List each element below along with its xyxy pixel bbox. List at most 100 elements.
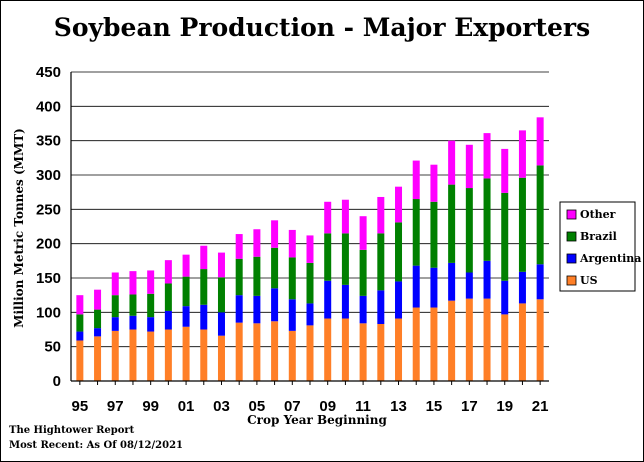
- bar-segment-brazil-17: [465, 188, 473, 273]
- x-tick-label-11: 11: [355, 398, 371, 415]
- bar-segment-us-04: [235, 322, 243, 381]
- bar-segment-argentina-97: [111, 317, 119, 331]
- bar-segment-brazil-18: [483, 178, 491, 261]
- bar-segment-argentina-96: [94, 328, 102, 337]
- bar-segment-argentina-07: [288, 299, 296, 331]
- legend: Other Brazil Argentina US: [559, 201, 641, 292]
- bar-segment-other-09: [324, 201, 332, 234]
- bar-segment-argentina-00: [164, 310, 172, 330]
- bar-segment-other-97: [111, 272, 119, 296]
- footer-most-recent: Most Recent: As Of 08/12/2021: [9, 440, 183, 451]
- x-tick-label-07: 07: [284, 398, 301, 415]
- y-tick-label: 350: [36, 133, 61, 150]
- x-tick-label-09: 09: [319, 398, 336, 415]
- bar-segment-other-14: [412, 160, 420, 200]
- y-tick-label: 450: [36, 64, 61, 81]
- y-axis-label: Million Metric Tonnes (MMT): [12, 128, 26, 328]
- bar-segment-argentina-99: [147, 317, 155, 332]
- bar-segment-us-18: [483, 298, 491, 381]
- y-tick-label: 400: [36, 98, 61, 115]
- bar-segment-argentina-10: [341, 284, 349, 319]
- bar-segment-us-17: [465, 298, 473, 381]
- x-tick-label-21: 21: [532, 398, 549, 415]
- bar-segment-brazil-10: [341, 233, 349, 285]
- bar-segment-argentina-13: [395, 281, 403, 319]
- bar-segment-us-95: [76, 340, 84, 381]
- bar-segment-us-07: [288, 330, 296, 381]
- x-tick-label-95: 95: [72, 398, 89, 415]
- bar-segment-argentina-21: [536, 264, 544, 300]
- bar-segment-argentina-03: [217, 312, 225, 336]
- bar-segment-brazil-07: [288, 257, 296, 300]
- bar-segment-us-08: [306, 325, 314, 381]
- bar-segment-argentina-15: [430, 267, 438, 308]
- bar-segment-argentina-18: [483, 260, 491, 299]
- bar-segment-argentina-01: [182, 306, 190, 327]
- x-tick-label-97: 97: [107, 398, 124, 415]
- bar-segment-us-00: [164, 329, 172, 381]
- bar-segment-argentina-14: [412, 265, 420, 308]
- bar-segment-us-96: [94, 336, 102, 381]
- bar-segment-other-05: [253, 229, 261, 257]
- x-tick-label-99: 99: [142, 398, 159, 415]
- bar-segment-brazil-15: [430, 201, 438, 268]
- bar-segment-argentina-04: [235, 295, 243, 323]
- y-tick-label: 300: [36, 167, 61, 184]
- bar-segment-argentina-20: [518, 271, 526, 304]
- bar-segment-us-09: [324, 318, 332, 381]
- bar-segment-brazil-06: [271, 247, 279, 289]
- bar-segment-brazil-01: [182, 276, 190, 307]
- bar-segment-brazil-09: [324, 233, 332, 281]
- bar-segment-brazil-03: [217, 277, 225, 313]
- legend-label-other: Other: [580, 208, 616, 221]
- y-tick-label: 150: [36, 270, 61, 287]
- bar-segment-us-14: [412, 307, 420, 381]
- bar-segment-other-13: [395, 186, 403, 223]
- bar-segment-brazil-12: [377, 233, 385, 291]
- bar-segment-argentina-09: [324, 280, 332, 319]
- bar-segment-brazil-14: [412, 199, 420, 266]
- bar-segment-other-98: [129, 271, 137, 295]
- bar-segment-other-95: [76, 295, 84, 315]
- axes: 0 50 100 150 200 250 300 350 400 450 95 97 99 01 03 05 0…: [36, 64, 549, 415]
- bar-segment-argentina-12: [377, 290, 385, 325]
- x-tick-label-01: 01: [178, 398, 195, 415]
- bar-segment-argentina-17: [465, 272, 473, 299]
- bar-segment-other-06: [271, 220, 279, 248]
- bar-segment-us-98: [129, 329, 137, 381]
- bar-segment-argentina-08: [306, 303, 314, 326]
- x-tick-label-15: 15: [426, 398, 443, 415]
- bar-segment-us-19: [501, 314, 509, 381]
- footer-source: The Hightower Report: [9, 425, 135, 436]
- bar-segment-brazil-16: [448, 184, 456, 263]
- bar-segment-brazil-95: [76, 314, 84, 332]
- bar-segment-other-00: [164, 260, 172, 284]
- bar-segment-us-03: [217, 335, 225, 381]
- bar-segment-other-12: [377, 196, 385, 234]
- bar-segment-us-15: [430, 307, 438, 381]
- bar-segment-us-05: [253, 323, 261, 381]
- legend-swatch-argentina: [566, 253, 577, 264]
- y-tick-label: 0: [53, 373, 61, 390]
- bar-segment-other-96: [94, 289, 102, 310]
- legend-label-argentina: Argentina: [579, 252, 641, 265]
- bar-segment-argentina-05: [253, 295, 261, 324]
- bar-segment-other-19: [501, 148, 509, 193]
- chart-title: Soybean Production - Major Exporters: [54, 13, 590, 42]
- bar-segment-other-10: [341, 199, 349, 234]
- bar-segment-us-10: [341, 318, 349, 381]
- bar-segment-us-21: [536, 299, 544, 381]
- bar-segment-us-20: [518, 303, 526, 381]
- x-axis-label: Crop Year Beginning: [247, 413, 387, 427]
- x-tick-label-13: 13: [390, 398, 407, 415]
- bar-segment-argentina-19: [501, 280, 509, 315]
- legend-swatch-other: [566, 209, 577, 220]
- bar-segment-argentina-02: [200, 304, 208, 330]
- legend-swatch-us: [566, 275, 577, 286]
- bars: [76, 117, 544, 381]
- bar-segment-us-11: [359, 323, 367, 381]
- bar-segment-brazil-02: [200, 269, 208, 305]
- y-tick-label: 200: [36, 236, 61, 253]
